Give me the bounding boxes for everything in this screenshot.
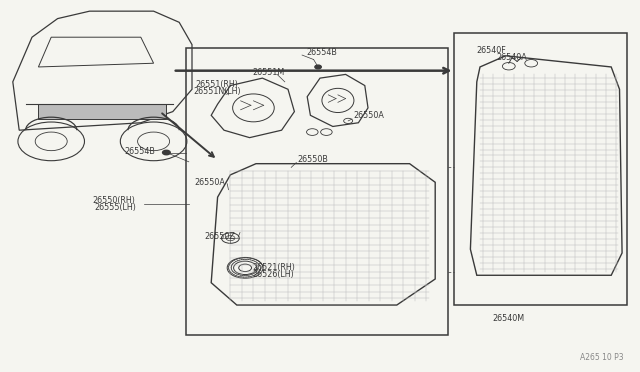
Text: 26554B: 26554B bbox=[306, 48, 337, 57]
Text: 26526(LH): 26526(LH) bbox=[253, 270, 294, 279]
Text: 26540M: 26540M bbox=[493, 314, 525, 323]
Text: 26550(RH): 26550(RH) bbox=[93, 196, 136, 205]
Text: 26550A: 26550A bbox=[353, 111, 384, 120]
Polygon shape bbox=[38, 104, 166, 119]
Polygon shape bbox=[211, 78, 294, 138]
Text: 26540A: 26540A bbox=[496, 53, 527, 62]
Text: 26550B: 26550B bbox=[298, 155, 328, 164]
Text: 26551M: 26551M bbox=[253, 68, 285, 77]
Text: A265 10 P3: A265 10 P3 bbox=[580, 353, 624, 362]
Text: 26550A: 26550A bbox=[194, 178, 225, 187]
Text: 26551N(LH): 26551N(LH) bbox=[193, 87, 241, 96]
Polygon shape bbox=[307, 74, 368, 126]
Bar bbox=[186, 48, 448, 335]
Text: 26521(RH): 26521(RH) bbox=[253, 263, 296, 272]
Bar bbox=[454, 33, 627, 305]
Text: 26550Z: 26550Z bbox=[205, 232, 236, 241]
Text: 26540F: 26540F bbox=[477, 46, 506, 55]
Text: 26555(LH): 26555(LH) bbox=[95, 203, 136, 212]
Text: 26554B: 26554B bbox=[125, 147, 156, 156]
Text: 26551(RH): 26551(RH) bbox=[195, 80, 238, 89]
Circle shape bbox=[315, 65, 321, 69]
Circle shape bbox=[163, 150, 170, 155]
